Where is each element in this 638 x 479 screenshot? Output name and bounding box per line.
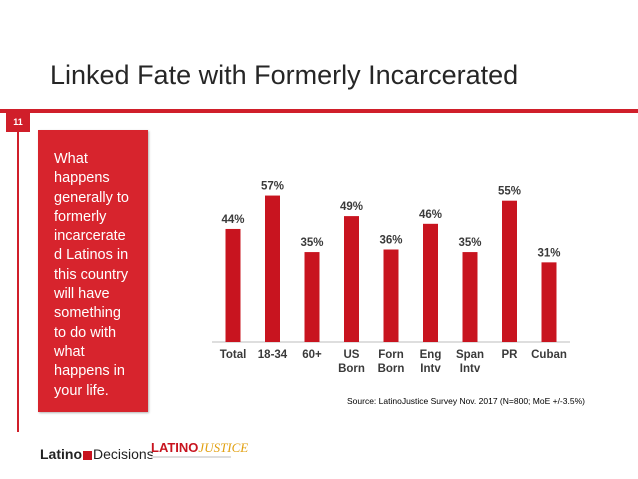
flag-icon	[83, 450, 92, 460]
category-label-6: Span Intv	[456, 349, 484, 375]
value-label-7: 55%	[498, 186, 521, 198]
logo-justice-text: JUSTICE	[198, 440, 249, 455]
latino-decisions-logo: Latino Decisions	[40, 446, 154, 462]
category-label-5: Eng Intv	[420, 349, 442, 375]
bar-8	[541, 262, 557, 342]
logo-latino-text: Latino	[40, 446, 82, 462]
category-label-3: US Born	[338, 349, 365, 375]
bar-1	[265, 195, 280, 342]
category-label-0: Total	[220, 349, 247, 361]
value-label-3: 49%	[340, 201, 363, 213]
bar-7	[502, 200, 517, 342]
bar-5	[423, 223, 438, 342]
category-label-1: 18-34	[258, 349, 288, 361]
bar-3	[344, 216, 359, 342]
bar-0	[225, 228, 241, 342]
value-label-2: 35%	[300, 237, 323, 249]
category-label-2: 60+	[302, 349, 322, 361]
category-label-7: PR	[502, 349, 519, 361]
logo-tagline-line	[151, 456, 231, 458]
category-label-8: Cuban	[531, 349, 567, 361]
bar-6	[462, 252, 478, 342]
slide-title: Linked Fate with Formerly Incarcerated	[50, 60, 519, 90]
question-panel	[38, 130, 148, 412]
source-note: Source: LatinoJustice Survey Nov. 2017 (…	[347, 396, 585, 406]
logo-latino2-text: LATINO	[151, 440, 199, 455]
bar-chart: 44% Total 57% 18-34 35% 60+ 49% US Born 36% Forn Bo…	[212, 181, 570, 375]
bar-2	[304, 252, 320, 342]
value-label-1: 57%	[261, 181, 284, 193]
value-label-5: 46%	[419, 209, 442, 221]
logo-decisions-text: Decisions	[93, 446, 154, 462]
bar-4	[383, 249, 399, 342]
slide-number: 11	[6, 112, 30, 132]
title-divider	[0, 109, 638, 113]
value-label-8: 31%	[537, 247, 560, 259]
category-label-4: Forn Born	[378, 349, 405, 375]
side-accent-line	[17, 132, 19, 432]
value-label-4: 36%	[379, 235, 402, 247]
value-label-0: 44%	[221, 214, 244, 226]
latinojustice-logo: LATINOJUSTICE	[151, 440, 248, 456]
question-text: What happens generally to formerly incar…	[54, 151, 129, 399]
value-label-6: 35%	[458, 237, 481, 249]
